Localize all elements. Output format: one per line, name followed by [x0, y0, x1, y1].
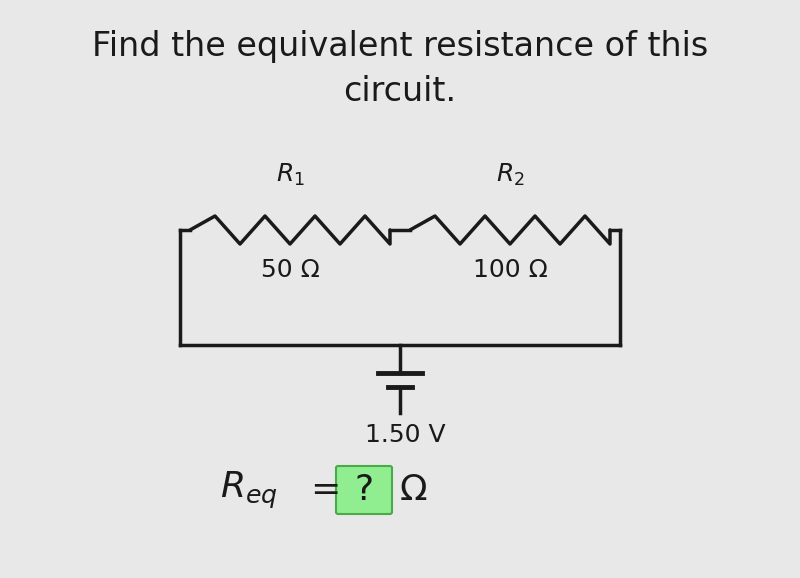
Text: $R_1$: $R_1$ — [275, 162, 305, 188]
Text: =: = — [310, 473, 340, 507]
Text: Ω: Ω — [400, 473, 428, 507]
Text: ?: ? — [354, 473, 374, 507]
Text: $R_2$: $R_2$ — [496, 162, 524, 188]
Text: 1.50 V: 1.50 V — [365, 423, 446, 447]
Text: 100 Ω: 100 Ω — [473, 258, 547, 282]
Text: 50 Ω: 50 Ω — [261, 258, 319, 282]
Text: Find the equivalent resistance of this: Find the equivalent resistance of this — [92, 30, 708, 63]
Text: circuit.: circuit. — [343, 75, 457, 108]
Text: $R_{eq}$: $R_{eq}$ — [220, 469, 278, 510]
FancyBboxPatch shape — [336, 466, 392, 514]
